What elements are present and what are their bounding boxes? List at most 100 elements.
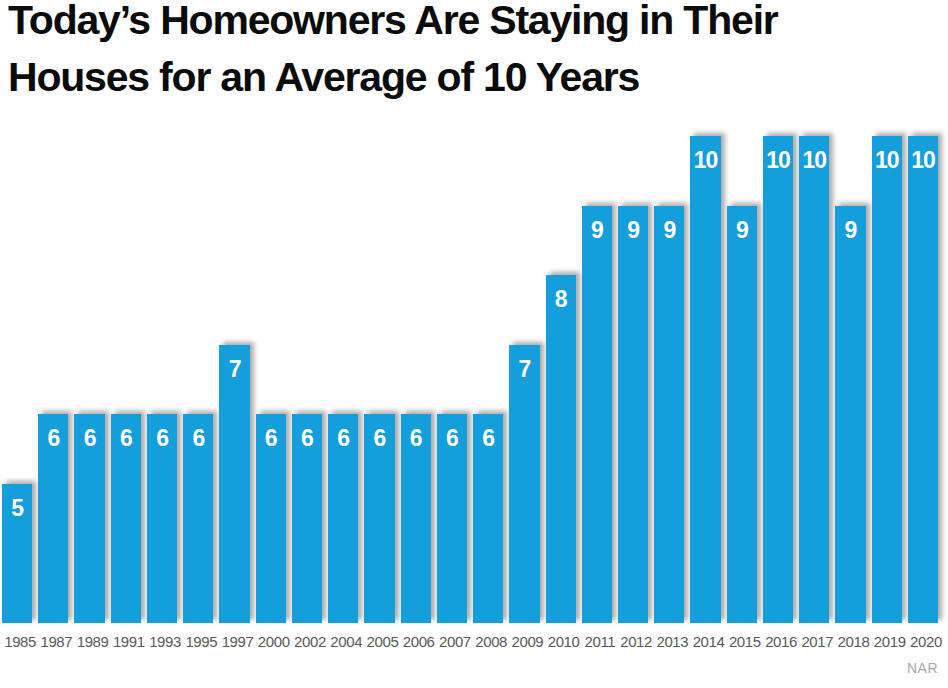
bar-2005: 6 <box>364 414 394 623</box>
x-axis-label-2013: 2013 <box>654 633 690 650</box>
bar-2017: 10 <box>799 136 829 623</box>
x-axis-label-2019: 2019 <box>872 633 908 650</box>
bar-value-label: 6 <box>38 425 68 452</box>
bar-slot-2015: 9 <box>727 136 763 623</box>
bar-slot-2019: 10 <box>872 136 908 623</box>
bar-slot-1991: 6 <box>111 136 147 623</box>
bar-value-label: 9 <box>582 217 612 244</box>
x-axis-label-2010: 2010 <box>546 633 582 650</box>
bar-slot-2011: 9 <box>582 136 618 623</box>
x-axis-label-2018: 2018 <box>835 633 871 650</box>
bar-2002: 6 <box>292 414 322 623</box>
bar-slot-2020: 10 <box>908 136 944 623</box>
x-axis-label-2011: 2011 <box>582 633 618 650</box>
bar-1985: 5 <box>2 484 32 623</box>
bar-slot-2009: 7 <box>509 136 545 623</box>
bar-value-label: 6 <box>292 425 322 452</box>
x-axis-labels: 1985198719891991199319951997200020022004… <box>2 633 944 650</box>
bar-2013: 9 <box>654 206 684 623</box>
x-axis-label-2012: 2012 <box>618 633 654 650</box>
bar-1989: 6 <box>74 414 104 623</box>
x-axis-label-1987: 1987 <box>38 633 74 650</box>
bar-2009: 7 <box>509 345 539 623</box>
bar-slot-2017: 10 <box>799 136 835 623</box>
bar-2011: 9 <box>582 206 612 623</box>
bar-slot-2005: 6 <box>364 136 400 623</box>
bar-slot-1987: 6 <box>38 136 74 623</box>
bar-slot-2013: 9 <box>654 136 690 623</box>
bar-value-label: 5 <box>2 495 32 522</box>
x-axis-label-2016: 2016 <box>763 633 799 650</box>
chart-title-line2: Houses for an Average of 10 Years <box>8 49 778 106</box>
chart-title: Today’s Homeowners Are Staying in Their … <box>8 0 778 106</box>
bar-slot-2007: 6 <box>437 136 473 623</box>
bar-slot-1993: 6 <box>147 136 183 623</box>
bar-value-label: 6 <box>364 425 394 452</box>
bar-1991: 6 <box>111 414 141 623</box>
bar-value-label: 7 <box>509 356 539 383</box>
bar-slot-1989: 6 <box>74 136 110 623</box>
bar-slot-2008: 6 <box>473 136 509 623</box>
bar-2016: 10 <box>763 136 793 623</box>
x-axis-label-1985: 1985 <box>2 633 38 650</box>
bar-2000: 6 <box>256 414 286 623</box>
bar-2007: 6 <box>437 414 467 623</box>
bar-slot-2014: 10 <box>690 136 726 623</box>
bar-slot-2002: 6 <box>292 136 328 623</box>
bar-2008: 6 <box>473 414 503 623</box>
x-axis-label-2000: 2000 <box>256 633 292 650</box>
bar-slot-2016: 10 <box>763 136 799 623</box>
x-axis-label-1995: 1995 <box>183 633 219 650</box>
bar-2018: 9 <box>835 206 865 623</box>
x-axis-label-1997: 1997 <box>219 633 255 650</box>
bar-2020: 10 <box>908 136 938 623</box>
bar-value-label: 10 <box>872 147 902 174</box>
bar-value-label: 6 <box>147 425 177 452</box>
x-axis-label-2004: 2004 <box>328 633 364 650</box>
bar-value-label: 6 <box>473 425 503 452</box>
bar-value-label: 9 <box>654 217 684 244</box>
bar-value-label: 10 <box>763 147 793 174</box>
x-axis-label-2006: 2006 <box>401 633 437 650</box>
bar-slot-2010: 8 <box>546 136 582 623</box>
bar-value-label: 6 <box>328 425 358 452</box>
bar-2004: 6 <box>328 414 358 623</box>
x-axis-label-2005: 2005 <box>364 633 400 650</box>
slide-canvas: Today’s Homeowners Are Staying in Their … <box>0 0 948 688</box>
x-axis-label-2009: 2009 <box>509 633 545 650</box>
source-note: NAR <box>907 660 938 676</box>
bar-value-label: 10 <box>799 147 829 174</box>
bar-2019: 10 <box>872 136 902 623</box>
x-axis-label-2008: 2008 <box>473 633 509 650</box>
bar-2012: 9 <box>618 206 648 623</box>
bar-value-label: 10 <box>908 147 938 174</box>
bar-value-label: 6 <box>74 425 104 452</box>
x-axis-label-2015: 2015 <box>727 633 763 650</box>
average-tenure-bar-chart: 5666667666666678999109101091010 <box>2 136 944 623</box>
bar-2015: 9 <box>727 206 757 623</box>
bar-value-label: 9 <box>835 217 865 244</box>
bar-value-label: 9 <box>727 217 757 244</box>
bar-slot-2004: 6 <box>328 136 364 623</box>
bar-value-label: 8 <box>546 286 576 313</box>
x-axis-label-2002: 2002 <box>292 633 328 650</box>
bar-value-label: 6 <box>183 425 213 452</box>
bar-slot-2018: 9 <box>835 136 871 623</box>
x-axis-label-1989: 1989 <box>74 633 110 650</box>
bar-slot-2000: 6 <box>256 136 292 623</box>
chart-title-line1: Today’s Homeowners Are Staying in Their <box>8 0 778 49</box>
bar-value-label: 9 <box>618 217 648 244</box>
bar-slot-2006: 6 <box>401 136 437 623</box>
bar-slot-1985: 5 <box>2 136 38 623</box>
x-axis-label-2007: 2007 <box>437 633 473 650</box>
x-axis-label-2020: 2020 <box>908 633 944 650</box>
bar-1993: 6 <box>147 414 177 623</box>
bar-value-label: 6 <box>256 425 286 452</box>
bar-value-label: 6 <box>437 425 467 452</box>
bar-1987: 6 <box>38 414 68 623</box>
bar-slot-1997: 7 <box>219 136 255 623</box>
bar-2006: 6 <box>401 414 431 623</box>
bar-value-label: 7 <box>219 356 249 383</box>
bar-slot-2012: 9 <box>618 136 654 623</box>
bar-value-label: 6 <box>401 425 431 452</box>
